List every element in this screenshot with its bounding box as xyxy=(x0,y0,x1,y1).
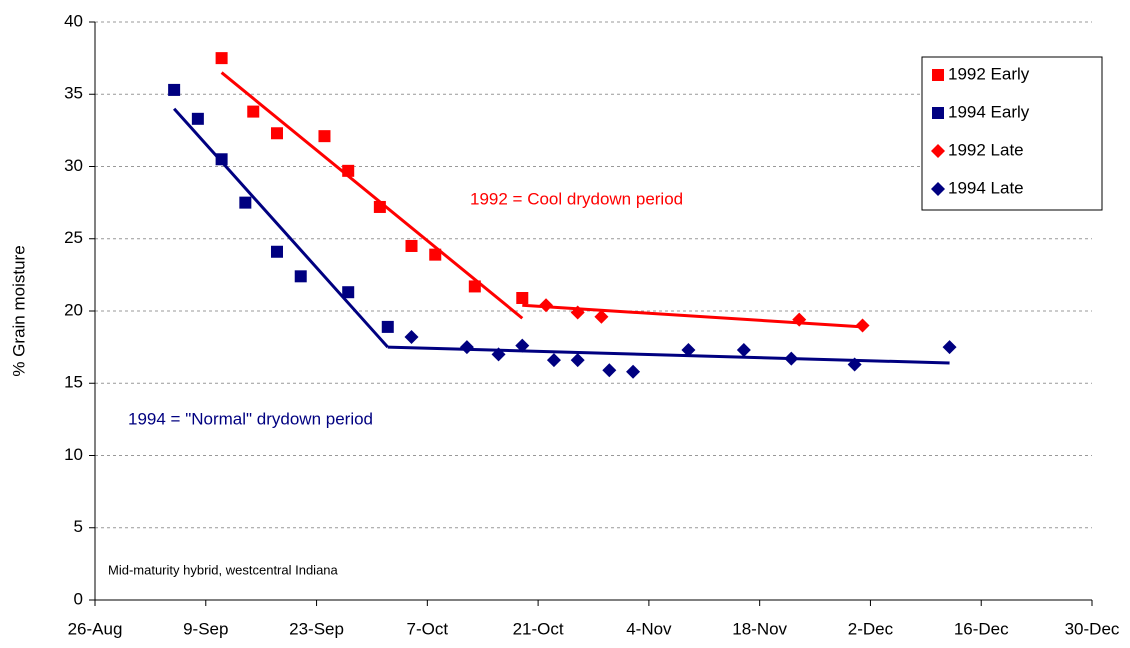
y-tick-label: 25 xyxy=(64,228,83,247)
marker-diamond xyxy=(602,363,617,378)
marker-square xyxy=(270,245,283,258)
marker-diamond xyxy=(855,318,870,333)
marker-square xyxy=(932,69,944,81)
x-tick-label: 23-Sep xyxy=(289,619,344,638)
annotation: 1994 = "Normal" drydown period xyxy=(128,409,373,428)
marker-square xyxy=(381,320,394,333)
marker-square xyxy=(342,164,355,177)
legend-label: 1992 Late xyxy=(948,140,1024,159)
y-tick-label: 10 xyxy=(64,445,83,464)
marker-diamond xyxy=(931,144,945,158)
legend-box xyxy=(921,56,1103,211)
trend-line xyxy=(522,303,863,329)
y-tick-label: 30 xyxy=(64,156,83,175)
marker-square xyxy=(342,286,355,299)
x-tick-label: 2-Dec xyxy=(848,619,894,638)
y-tick-label: 5 xyxy=(74,517,83,536)
y-tick-label: 15 xyxy=(64,373,83,392)
y-tick-label: 0 xyxy=(74,589,83,608)
y-tick-label: 35 xyxy=(64,84,83,103)
marker-square xyxy=(318,130,331,143)
marker-diamond xyxy=(404,330,419,345)
marker-square xyxy=(247,105,260,118)
x-tick-label: 18-Nov xyxy=(732,619,787,638)
marker-square xyxy=(429,248,442,261)
x-tick-label: 9-Sep xyxy=(183,619,228,638)
marker-diamond xyxy=(784,351,799,366)
trend-line xyxy=(173,107,389,349)
annotation: Mid-maturity hybrid, westcentral Indiana xyxy=(108,562,339,577)
marker-square xyxy=(239,196,252,209)
marker-diamond xyxy=(570,305,585,320)
marker-diamond xyxy=(570,353,585,368)
marker-diamond xyxy=(515,338,530,353)
legend-label: 1992 Early xyxy=(948,64,1030,83)
marker-square xyxy=(168,83,181,96)
marker-diamond xyxy=(539,298,554,313)
trend-line xyxy=(387,345,950,365)
y-tick-label: 40 xyxy=(64,11,83,30)
x-tick-label: 7-Oct xyxy=(407,619,449,638)
x-tick-label: 30-Dec xyxy=(1065,619,1120,638)
marker-square xyxy=(468,280,481,293)
x-tick-label: 26-Aug xyxy=(68,619,123,638)
marker-square xyxy=(516,291,529,304)
marker-square xyxy=(373,200,386,213)
marker-diamond xyxy=(594,309,609,324)
marker-diamond xyxy=(626,364,641,379)
trend-line xyxy=(220,71,524,320)
y-axis-label: % Grain moisture xyxy=(9,245,28,376)
marker-square xyxy=(215,153,228,166)
marker-diamond xyxy=(491,347,506,362)
marker-square xyxy=(215,52,228,65)
marker-square xyxy=(405,239,418,252)
marker-square xyxy=(191,112,204,125)
marker-diamond xyxy=(681,343,696,358)
marker-diamond xyxy=(459,340,474,355)
marker-diamond xyxy=(736,343,751,358)
x-tick-label: 16-Dec xyxy=(954,619,1009,638)
marker-diamond xyxy=(931,182,945,196)
x-tick-label: 4-Nov xyxy=(626,619,672,638)
marker-diamond xyxy=(546,353,561,368)
annotation: 1992 = Cool drydown period xyxy=(470,189,683,208)
y-tick-label: 20 xyxy=(64,300,83,319)
marker-square xyxy=(270,127,283,140)
marker-diamond xyxy=(847,357,862,372)
marker-square xyxy=(294,270,307,283)
marker-square xyxy=(932,107,944,119)
marker-diamond xyxy=(942,340,957,355)
marker-diamond xyxy=(792,312,807,327)
legend-label: 1994 Late xyxy=(948,178,1024,197)
x-tick-label: 21-Oct xyxy=(513,619,564,638)
legend-label: 1994 Early xyxy=(948,102,1030,121)
